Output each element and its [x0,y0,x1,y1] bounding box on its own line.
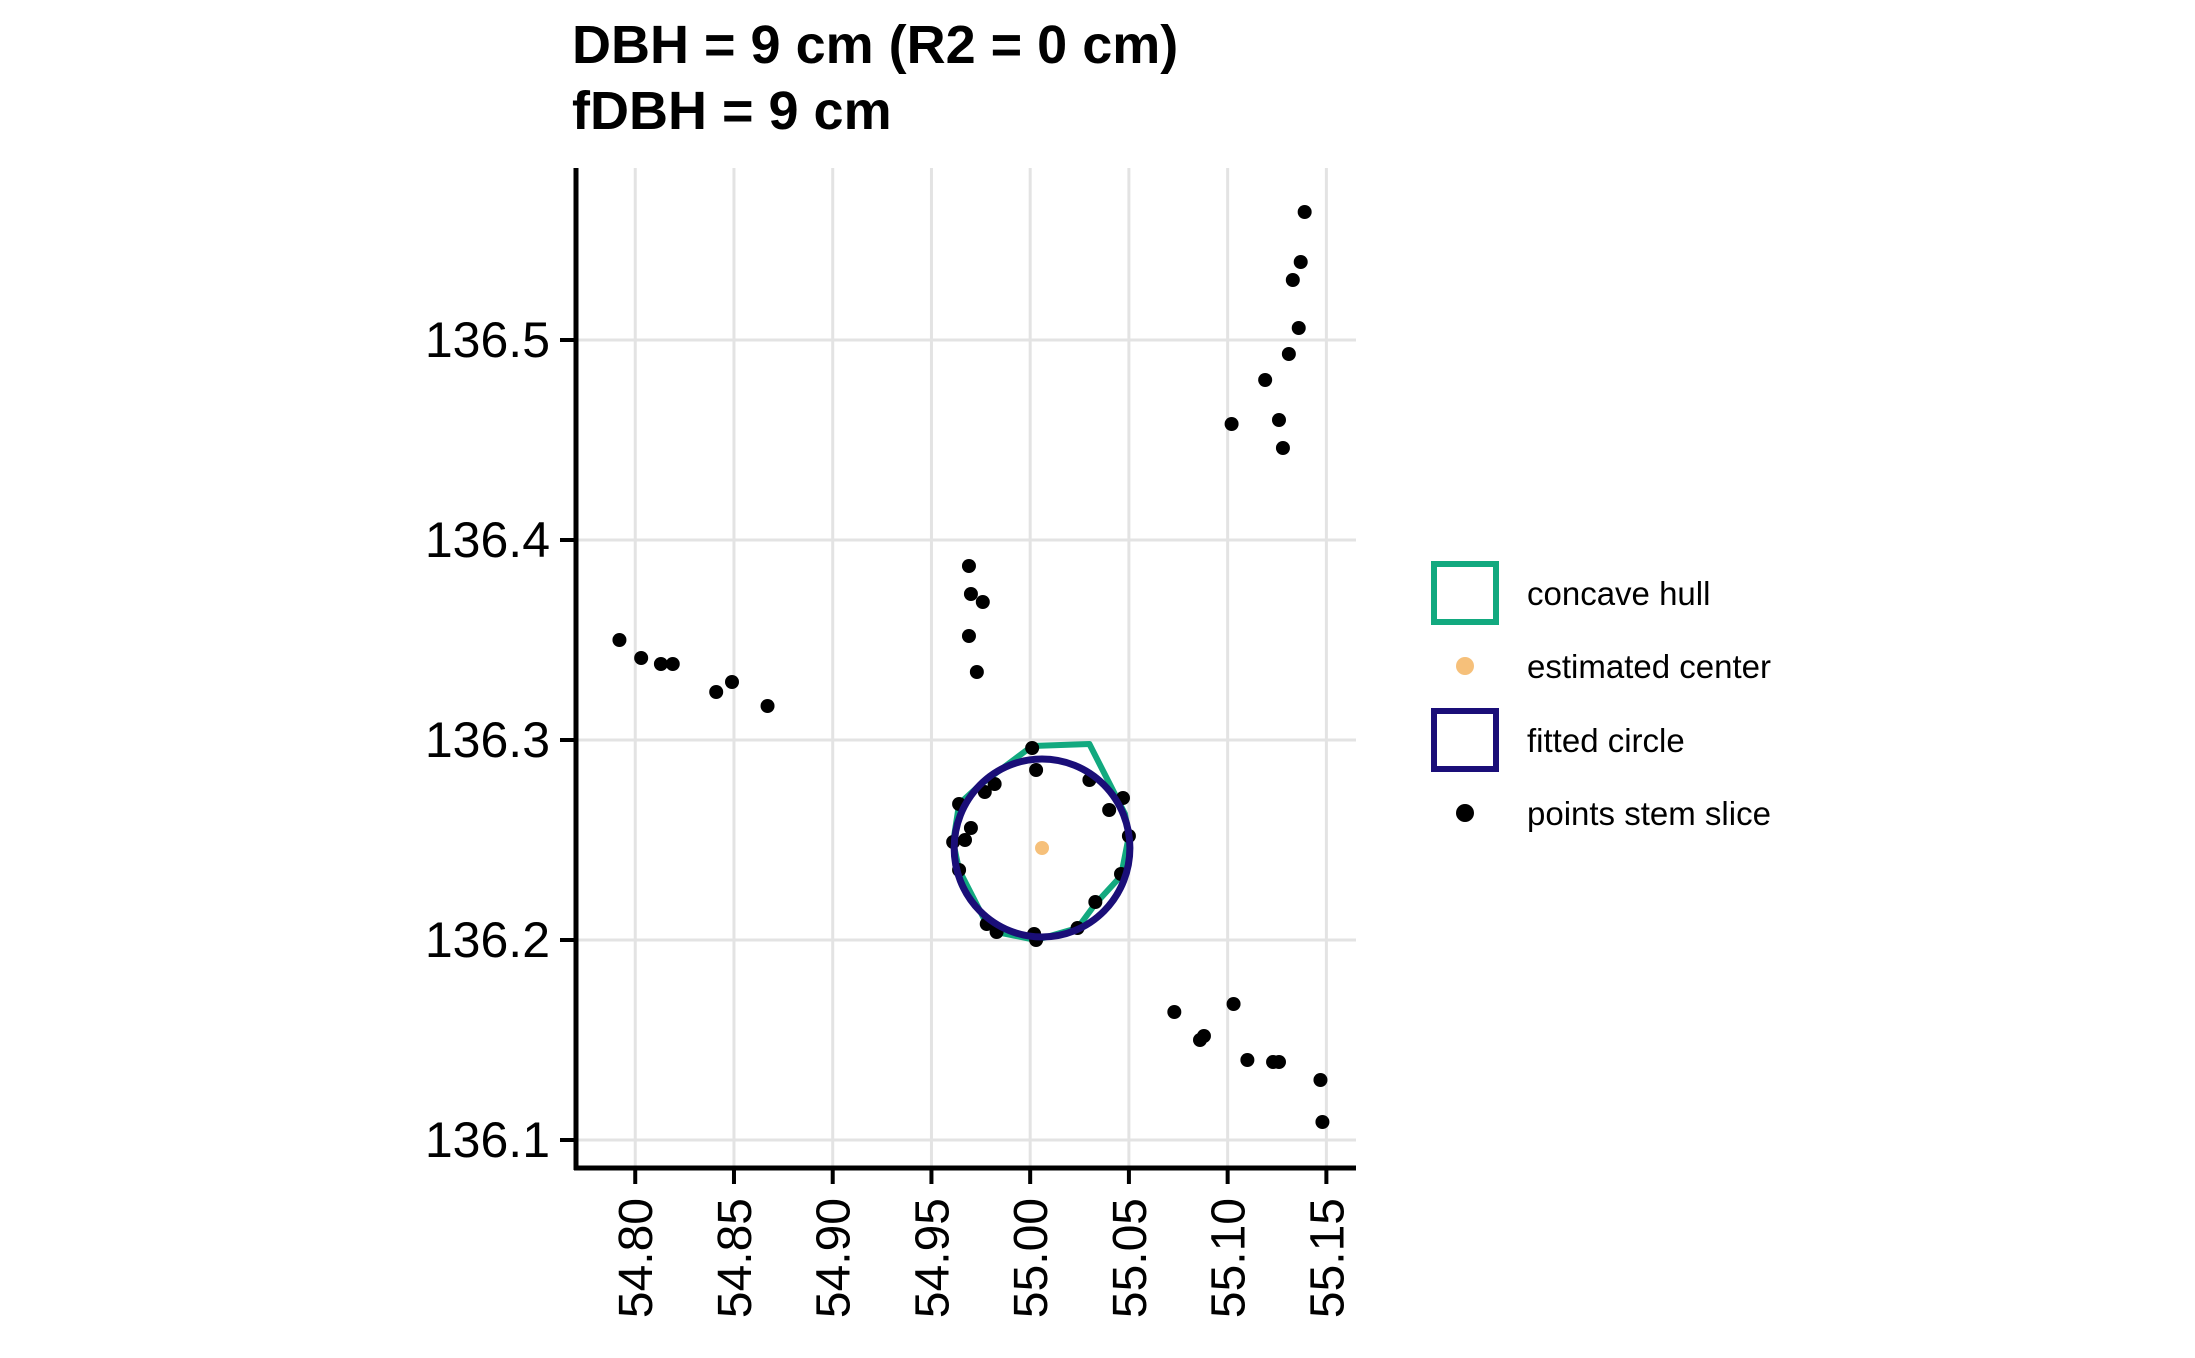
stem-slice-point [1271,1055,1286,1069]
stem-slice-point [1226,997,1241,1011]
y-tick-label: 136.4 [425,512,550,568]
stem-slice-point [1271,413,1286,427]
y-axis-ticks: 136.1 136.2 136.3 136.4 136.5 [425,312,576,1168]
stem-slice-point [1285,273,1300,287]
stem-slice-point [725,675,739,689]
points-layer [612,205,1330,1129]
stem-slice-point [665,657,680,671]
x-tick-label: 55.15 [1301,1198,1354,1318]
chart-title-line-2: fDBH = 9 cm [572,81,892,141]
x-tick-label: 55.05 [1104,1198,1157,1318]
stem-slice-point [1196,1029,1211,1043]
legend-label: points stem slice [1527,795,1771,832]
x-axis-ticks: 54.80 54.85 54.90 54.95 55.00 55.05 55.10 55.15 [610,1168,1354,1318]
legend-point-key [1456,804,1474,822]
x-tick-label: 54.95 [906,1198,959,1318]
center-layer [1035,841,1050,855]
legend-label: estimated center [1527,648,1771,685]
stem-slice-point [1293,255,1308,269]
estimated-center-point [1035,841,1050,855]
stem-slice-point [961,629,976,643]
legend-hull-key [1431,561,1499,625]
stem-slice-point [634,651,649,665]
stem-slice-point [1240,1053,1255,1067]
legend-label: fitted circle [1527,722,1685,759]
x-tick-label: 54.90 [808,1198,861,1318]
y-tick-label: 136.1 [425,1112,550,1168]
legend-circle-key [1431,708,1499,772]
grid-lines [576,168,1356,1168]
stem-slice-point [1275,441,1290,455]
legend: concave hull estimated center fitted circl… [1431,561,1771,832]
stem-slice-point [1281,347,1296,361]
stem-slice-point [969,665,984,679]
stem-slice-point [709,685,724,699]
stem-slice-point [1224,417,1239,431]
legend-center-key [1456,657,1474,675]
chart-title-line-1: DBH = 9 cm (R2 = 0 cm) [572,15,1179,75]
stem-slice-point [975,595,990,609]
stem-slice-point [1102,803,1117,817]
stem-slice-point [1258,373,1273,387]
stem-slice-point [1167,1005,1182,1019]
stem-slice-point [961,559,976,573]
x-tick-label: 54.80 [610,1198,663,1318]
legend-label: concave hull [1527,575,1710,612]
x-tick-label: 55.10 [1203,1198,1256,1318]
stem-slice-point [1029,763,1044,777]
stem-slice-point [1315,1115,1330,1129]
x-tick-label: 54.85 [709,1198,762,1318]
stem-slice-point [1025,741,1040,755]
fitted-circle [950,755,1134,941]
y-tick-label: 136.2 [425,912,550,968]
stem-slice-point [760,699,775,713]
stem-slice-point [963,821,978,835]
stem-slice-point [1088,895,1103,909]
stem-slice-point [958,833,973,847]
y-tick-label: 136.3 [425,712,550,768]
stem-slice-point [653,657,668,671]
fitted-circle-layer [950,755,1134,941]
y-tick-label: 136.5 [425,312,550,368]
stem-slice-point [1297,205,1312,219]
stem-slice-point [612,633,627,647]
axes [573,168,1356,1171]
stem-slice-point [963,587,978,601]
stem-slice-point [1313,1073,1328,1087]
stem-slice-point [1291,321,1306,335]
stem-slice-point [987,777,1002,791]
x-tick-label: 55.00 [1005,1198,1058,1318]
